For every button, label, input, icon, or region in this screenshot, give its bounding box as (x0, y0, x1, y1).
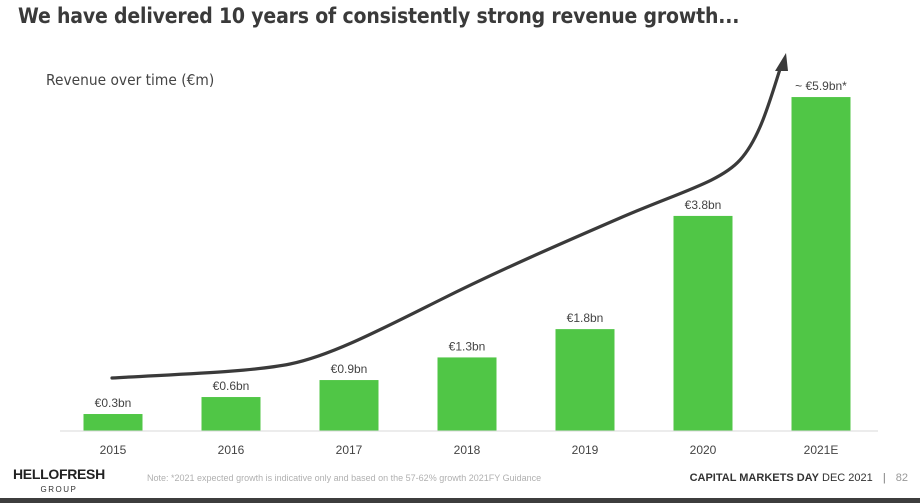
revenue-bar-chart: €0.3bn €0.6bn €0.9bn €1.3bn €1.8bn €3.8bn ~ €5… (60, 53, 878, 457)
x-tick-label-2018: 2018 (454, 443, 481, 457)
hellofresh-logo: HELLOFRESH GROUP (13, 466, 105, 494)
data-label-2017: €0.9bn (331, 362, 368, 376)
page-number: 82 (895, 472, 908, 484)
bar-2021E (791, 97, 851, 431)
event-date: DEC 2021 (822, 472, 873, 484)
data-label-2015: €0.3bn (95, 396, 132, 410)
bar-2019 (555, 329, 615, 431)
growth-trend-arrow (110, 64, 783, 380)
chart-subtitle: Revenue over time (€m) (46, 71, 215, 89)
x-tick-label-2019: 2019 (572, 443, 599, 457)
data-label-2019: €1.8bn (567, 311, 604, 325)
logo-wordmark: HELLOFRESH (13, 466, 105, 482)
x-tick-label-2020: 2020 (690, 443, 717, 457)
data-label-2018: €1.3bn (449, 339, 486, 353)
event-label: CAPITAL MARKETS DAY DEC 2021 | 82 (690, 472, 908, 484)
arrowhead-icon (775, 53, 788, 71)
bar-2020 (673, 215, 733, 431)
x-tick-label-2021E: 2021E (804, 443, 839, 457)
slide-title: We have delivered 10 years of consistent… (18, 4, 740, 28)
bar-2017 (319, 380, 379, 431)
bar-2016 (201, 397, 261, 431)
x-tick-label-2016: 2016 (218, 443, 245, 457)
bar-2015 (83, 414, 143, 431)
data-label-2016: €0.6bn (213, 379, 250, 393)
separator: | (882, 472, 886, 484)
logo-subtext: GROUP (40, 485, 78, 494)
footnote: Note: *2021 expected growth is indicativ… (147, 473, 542, 483)
data-label-2020: €3.8bn (685, 198, 722, 212)
x-tick-label-2015: 2015 (100, 443, 127, 457)
event-name: CAPITAL MARKETS DAY (689, 472, 819, 484)
bar-2018 (437, 357, 497, 431)
x-tick-label-2017: 2017 (336, 443, 363, 457)
data-label-2021E: ~ €5.9bn* (795, 79, 847, 93)
footer-bar (0, 498, 920, 503)
